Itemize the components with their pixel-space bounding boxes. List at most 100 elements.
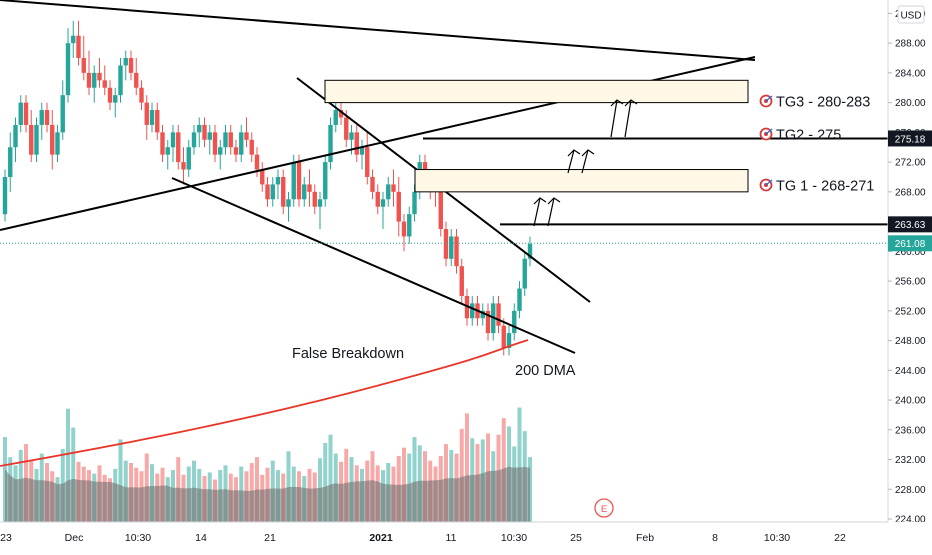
tg2-label: TG2 - 275 (759, 127, 841, 144)
arrow-head (624, 99, 638, 107)
candle-body (202, 124, 207, 140)
candle-body (239, 132, 244, 155)
candle-body (18, 102, 23, 125)
candle (485, 303, 491, 341)
candle-body (380, 199, 386, 207)
candle (375, 184, 380, 215)
candle (323, 154, 328, 207)
candle (165, 139, 170, 170)
candle (386, 176, 391, 207)
candle (13, 117, 18, 163)
candle (207, 124, 212, 155)
candle-body (307, 184, 312, 192)
volume-bar (323, 442, 328, 522)
candle (191, 124, 197, 155)
currency-badge[interactable] (897, 5, 925, 24)
price-label-text: 263.63 (895, 220, 926, 231)
candle (328, 117, 333, 170)
price-label: 263.63 (888, 216, 932, 233)
price-label-text: 261.08 (895, 239, 926, 250)
candle-body (512, 310, 517, 334)
candle-body (144, 102, 149, 125)
candle (480, 303, 485, 326)
candle (71, 20, 76, 58)
candle (260, 162, 265, 192)
candle (34, 117, 39, 163)
candle (370, 169, 375, 200)
resistance-trendline-upper (0, 0, 756, 61)
candle (317, 191, 323, 230)
x-tick-label: 14 (195, 532, 207, 544)
candle (155, 102, 160, 140)
candle-body (34, 124, 39, 155)
price-axis-background[interactable] (888, 0, 932, 550)
time-axis-background[interactable] (0, 522, 932, 550)
earnings-letter: E (601, 504, 607, 515)
candle-body (354, 132, 359, 155)
candle-body (333, 110, 338, 125)
candle (29, 110, 34, 163)
arrow-shaft (567, 149, 575, 174)
candle (496, 295, 501, 334)
candle (239, 124, 244, 163)
tg1-label-text: TG 1 - 268-271 (776, 179, 874, 195)
candle-body (312, 191, 317, 207)
candle (359, 139, 365, 170)
candle-body (454, 236, 459, 267)
candle-body (233, 147, 239, 155)
volume-bar (517, 407, 522, 522)
candle (396, 176, 401, 237)
candle-body (459, 266, 464, 296)
candle (512, 303, 517, 341)
candle (501, 318, 506, 356)
candle (470, 295, 475, 326)
candle-body (396, 191, 401, 222)
candle-body (401, 221, 407, 237)
candle-body (139, 87, 144, 103)
candle (170, 124, 176, 163)
candle-body (55, 132, 60, 155)
earnings-marker: E (594, 498, 614, 518)
tg1-label: TG 1 - 268-271 (759, 179, 874, 195)
candle (176, 124, 181, 170)
candle-body (60, 95, 65, 133)
candle (223, 124, 228, 155)
candle-body (281, 176, 286, 207)
candle-body (286, 199, 291, 207)
candle-body (485, 310, 491, 334)
candle (281, 169, 286, 215)
x-tick-label: 8 (712, 532, 718, 544)
candle-body (522, 258, 527, 289)
candle-body (265, 184, 270, 200)
arrow-shaft (581, 149, 589, 174)
candle (149, 102, 155, 133)
candle (517, 281, 522, 319)
price-axis-labels: 275.18 263.63 261.08 (888, 130, 932, 252)
target-icon (759, 127, 773, 141)
candle-body (249, 139, 254, 155)
candle (39, 102, 44, 140)
candle (128, 50, 134, 81)
arrow-head (567, 149, 581, 157)
volume-layer (3, 407, 532, 522)
x-tick-label: 22 (834, 532, 846, 544)
candle (522, 251, 527, 296)
x-tick-label: 11 (446, 532, 457, 544)
price-label: 275.18 (888, 130, 932, 147)
candle-body (97, 72, 102, 81)
candle (23, 95, 29, 133)
candle (401, 214, 407, 252)
candle (123, 50, 128, 81)
candle-body (71, 35, 76, 44)
annotations-layer: TG3 - 280-283 TG2 - 275 TG 1 - 268-271 Fals… (292, 95, 874, 518)
candle-body (443, 229, 449, 259)
candle-body (50, 124, 55, 155)
candle-body (449, 236, 454, 259)
candle (86, 50, 92, 96)
y-tick-label: 224.00 (895, 515, 926, 526)
price-label-text: 275.18 (895, 134, 926, 145)
candle (365, 132, 370, 185)
candle-body (102, 80, 107, 88)
candle-body (391, 184, 396, 192)
